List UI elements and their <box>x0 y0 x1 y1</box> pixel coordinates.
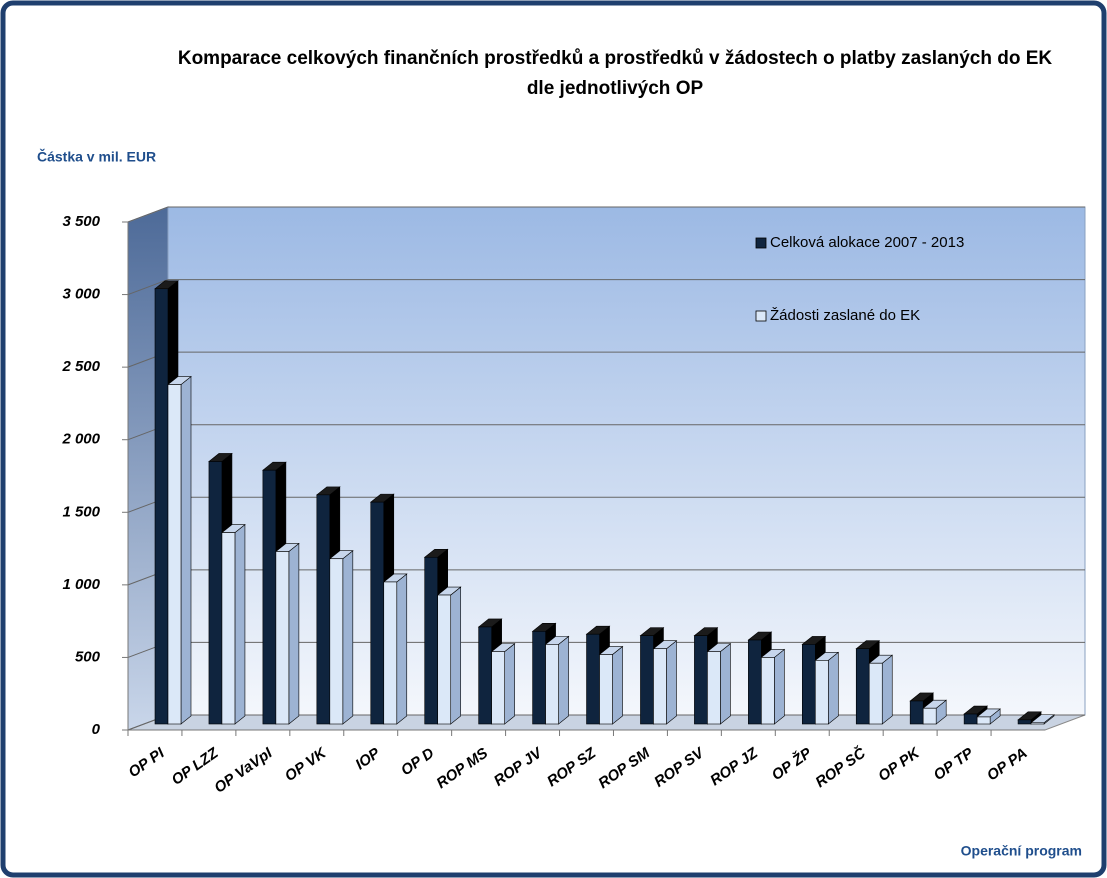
bar <box>154 288 169 725</box>
bar <box>855 648 870 725</box>
bar <box>694 635 708 725</box>
bar <box>640 635 654 725</box>
bar-side <box>504 642 515 725</box>
y-tick-label: 3 500 <box>62 213 100 230</box>
bar-side <box>450 586 462 725</box>
grid-line <box>127 279 169 296</box>
bar <box>316 494 331 725</box>
bar <box>748 639 762 725</box>
bar-side <box>774 648 785 725</box>
bar <box>707 651 721 725</box>
y-axis-label: Částka v mil. EUR <box>37 148 156 165</box>
y-tick-label: 500 <box>75 648 101 665</box>
bar <box>814 660 829 725</box>
bar <box>801 644 816 725</box>
bar-side <box>342 550 354 725</box>
grid-line <box>127 206 169 223</box>
bar <box>963 713 978 725</box>
bar-side <box>180 375 192 725</box>
bar <box>532 631 546 725</box>
y-tick-label: 2 000 <box>61 431 100 448</box>
bar <box>653 648 667 725</box>
bar <box>586 633 600 725</box>
bar <box>167 384 182 725</box>
bar-side <box>666 640 677 725</box>
bar <box>424 556 439 725</box>
bar <box>370 501 385 725</box>
bar-side <box>612 645 623 725</box>
bar <box>208 461 223 725</box>
bar <box>976 716 991 725</box>
bar <box>761 657 775 725</box>
y-tick-label: 0 <box>92 721 101 738</box>
bar-side <box>827 651 839 725</box>
bar <box>545 644 559 725</box>
bar <box>329 558 344 725</box>
x-axis-label: Operační program <box>961 843 1082 859</box>
bar <box>922 707 937 725</box>
bar <box>491 651 505 725</box>
back-wall <box>167 206 1086 716</box>
bar <box>262 469 277 725</box>
bar <box>1017 719 1032 725</box>
y-tick-label: 2 500 <box>61 358 100 375</box>
bar-side <box>558 635 569 725</box>
bar <box>909 700 924 725</box>
bar-side <box>288 542 300 725</box>
legend-label: Celková alokace 2007 - 2013 <box>770 234 964 251</box>
bar <box>599 654 613 725</box>
y-tick-label: 1 000 <box>62 576 100 593</box>
legend-swatch <box>755 310 767 322</box>
bar <box>383 581 398 725</box>
bar-side <box>234 523 246 725</box>
bar <box>868 662 883 725</box>
legend-swatch <box>755 237 767 249</box>
bar <box>221 532 236 725</box>
legend-label: Žádosti zaslané do EK <box>770 307 920 324</box>
y-tick-label: 3 000 <box>62 286 100 303</box>
y-tick-label: 1 500 <box>62 503 100 520</box>
bar-side <box>881 654 893 725</box>
bar <box>1030 722 1045 725</box>
bar-side <box>396 573 408 725</box>
bar <box>275 551 290 725</box>
bar <box>478 626 492 725</box>
chart-title: Komparace celkových finančních prostředk… <box>177 48 1053 99</box>
bar-side <box>720 642 731 725</box>
bar <box>437 594 452 725</box>
